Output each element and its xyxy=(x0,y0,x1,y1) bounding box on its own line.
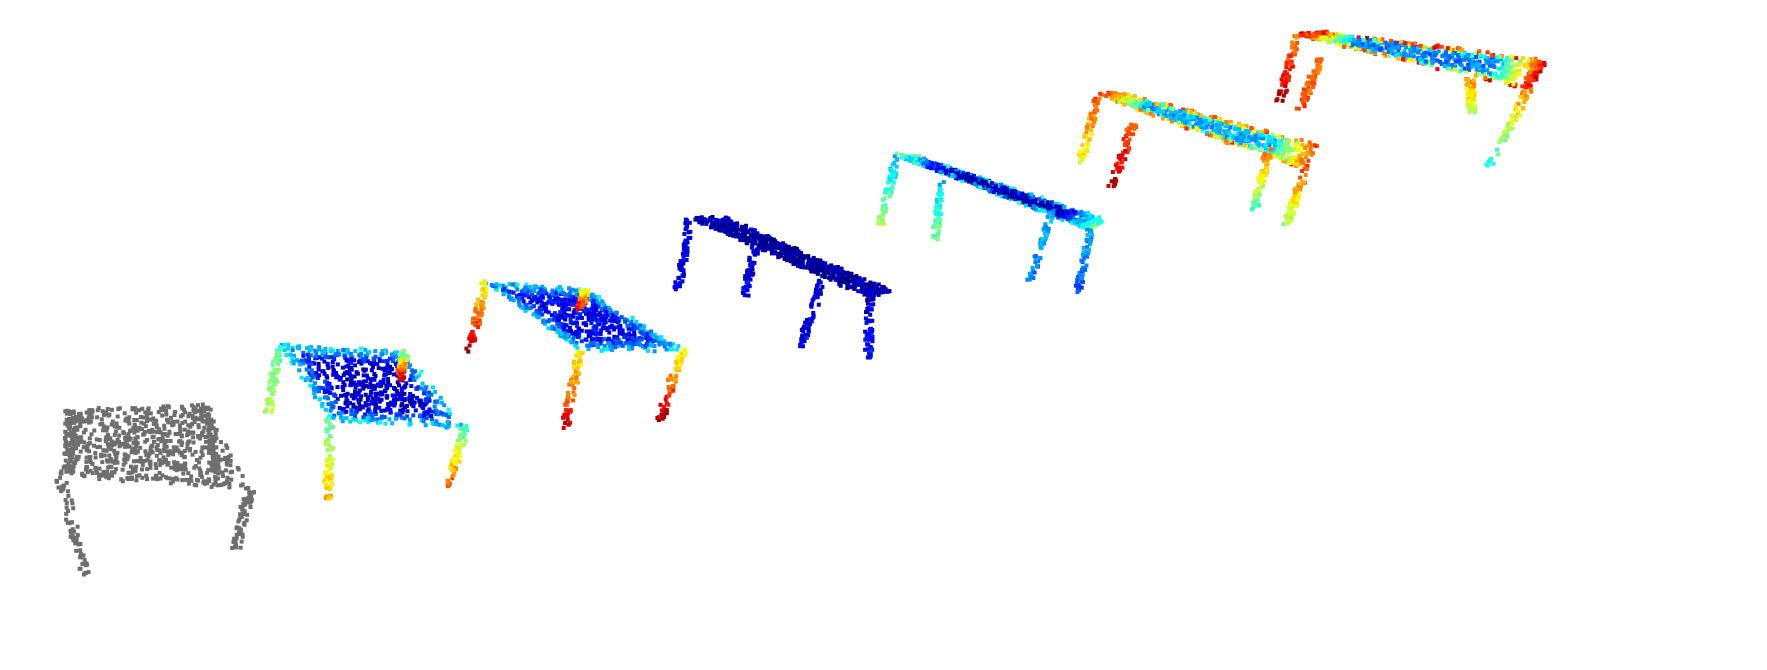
point-cloud-table-5 xyxy=(876,151,1104,294)
point-cloud-table-7 xyxy=(1274,29,1547,168)
point-cloud-table-2 xyxy=(262,342,470,501)
point-cloud-table-4 xyxy=(672,215,892,360)
point-cloud-table-3 xyxy=(464,279,688,430)
point-cloud-table-6 xyxy=(1077,90,1319,226)
point-cloud-gray-table xyxy=(54,402,256,577)
